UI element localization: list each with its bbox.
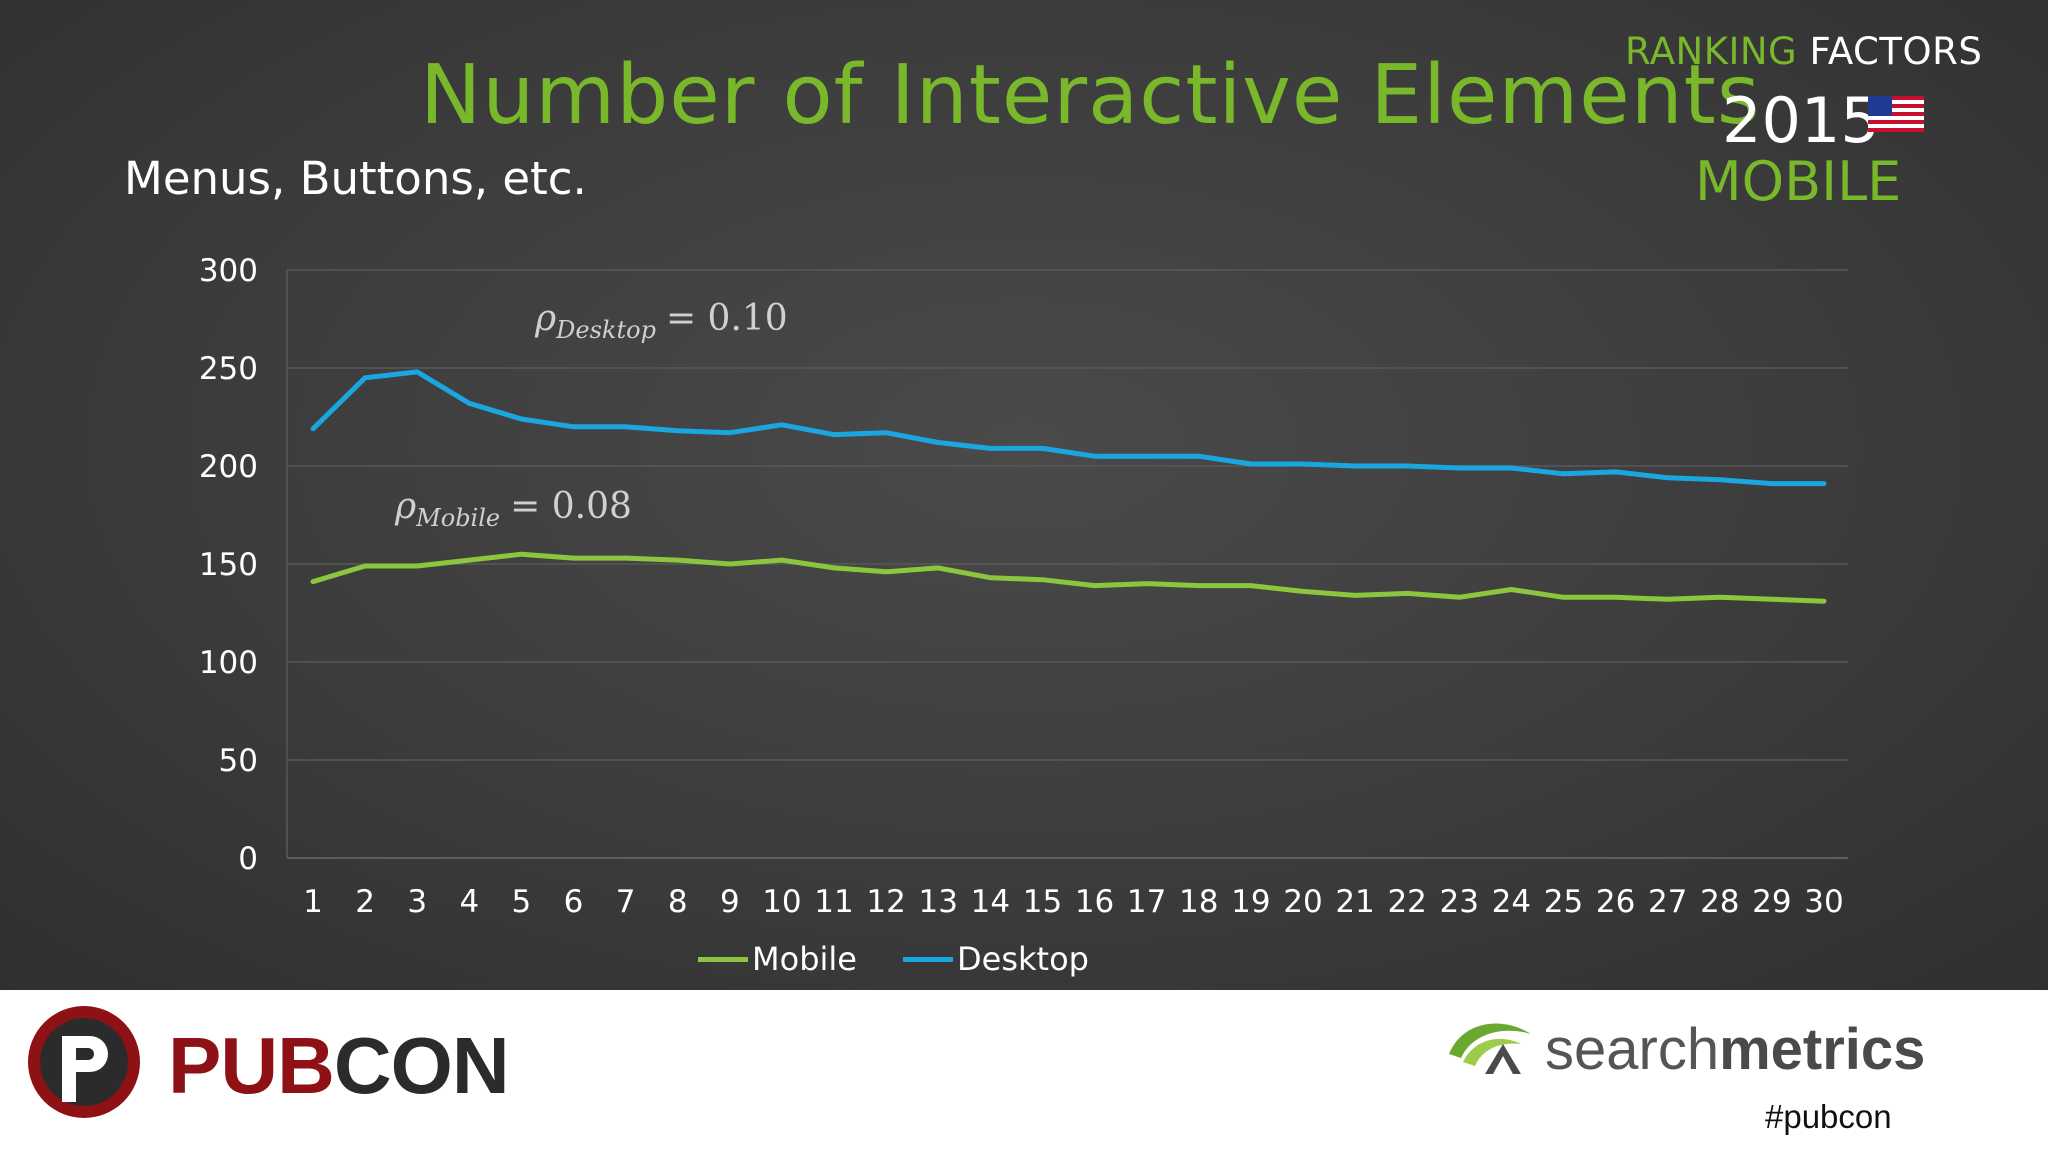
x-tick-label: 26	[1596, 884, 1635, 920]
x-tick-label: 20	[1283, 884, 1322, 920]
x-tick-label: 24	[1492, 884, 1531, 920]
pubcon-wordmark: PUBCON	[168, 1021, 510, 1110]
factors-word: FACTORS	[1809, 30, 1983, 73]
x-tick-label: 14	[971, 884, 1010, 920]
x-tick-label: 9	[720, 884, 740, 920]
searchmetrics-wordmark: searchmetrics	[1545, 1017, 1926, 1082]
legend-label-mobile: Mobile	[752, 940, 857, 978]
legend-swatch-desktop	[903, 956, 953, 962]
us-flag-icon	[1868, 96, 1924, 132]
y-tick-label: 100	[199, 645, 258, 681]
year-label: 2015	[1722, 84, 1880, 157]
x-tick-label: 28	[1700, 884, 1739, 920]
gridlines	[286, 269, 1848, 859]
legend-swatch-mobile	[698, 956, 748, 962]
x-tick-label: 5	[512, 884, 532, 920]
x-tick-label: 25	[1544, 884, 1583, 920]
ranking-word: RANKING	[1625, 30, 1798, 73]
chart-subtitle: Menus, Buttons, etc.	[124, 152, 587, 205]
x-tick-label: 16	[1075, 884, 1114, 920]
x-tick-label: 27	[1648, 884, 1687, 920]
hashtag-label: #pubcon	[1765, 1098, 1892, 1135]
y-tick-label: 0	[238, 841, 258, 877]
y-tick-label: 200	[199, 449, 258, 485]
segment-label: MOBILE	[1695, 150, 1902, 213]
y-tick-label: 250	[199, 351, 258, 387]
x-tick-label: 12	[866, 884, 905, 920]
x-tick-label: 4	[459, 884, 479, 920]
y-axis-ticks: 0 50 100 150 200 250 300	[199, 253, 258, 877]
desktop-correlation-annotation: ρDesktop = 0.10	[534, 298, 788, 344]
x-tick-label: 15	[1023, 884, 1062, 920]
x-tick-label: 10	[762, 884, 801, 920]
x-tick-label: 18	[1179, 884, 1218, 920]
x-tick-label: 19	[1231, 884, 1270, 920]
legend-item-desktop: Desktop	[903, 940, 1089, 978]
series-lines	[310, 369, 1827, 604]
x-axis-ticks: 1 2 3 4 5 6 7 8 9 10 11 12 13 14 15 16 17 18 19 20 21 22 23 24 2…	[303, 884, 1844, 920]
series-line-mobile	[310, 551, 1827, 604]
searchmetrics-logo-icon	[1449, 1023, 1531, 1074]
x-tick-label: 21	[1335, 884, 1374, 920]
x-tick-label: 6	[564, 884, 584, 920]
x-tick-label: 8	[668, 884, 688, 920]
x-tick-label: 22	[1387, 884, 1426, 920]
x-tick-label: 30	[1804, 884, 1843, 920]
x-tick-label: 1	[303, 884, 323, 920]
x-tick-label: 11	[814, 884, 853, 920]
y-tick-label: 300	[199, 253, 258, 289]
legend-item-mobile: Mobile	[698, 940, 857, 978]
series-line-desktop	[310, 369, 1827, 487]
legend-label-desktop: Desktop	[957, 940, 1089, 978]
x-tick-label: 29	[1752, 884, 1791, 920]
mobile-correlation-annotation: ρMobile = 0.08	[394, 486, 632, 532]
x-tick-label: 23	[1440, 884, 1479, 920]
chart-title: Number of Interactive Elements	[420, 48, 1761, 143]
pubcon-logo-icon	[28, 1006, 140, 1118]
y-tick-label: 50	[219, 743, 258, 779]
slide-background: Number of Interactive Elements Menus, Bu…	[0, 0, 2048, 990]
x-tick-label: 3	[407, 884, 427, 920]
y-tick-label: 150	[199, 547, 258, 583]
x-tick-label: 7	[616, 884, 636, 920]
x-tick-label: 17	[1127, 884, 1166, 920]
footer-bar	[0, 990, 2048, 1152]
x-tick-label: 2	[355, 884, 375, 920]
x-tick-label: 13	[919, 884, 958, 920]
ranking-factors-label: RANKING FACTORS	[1625, 30, 1982, 73]
